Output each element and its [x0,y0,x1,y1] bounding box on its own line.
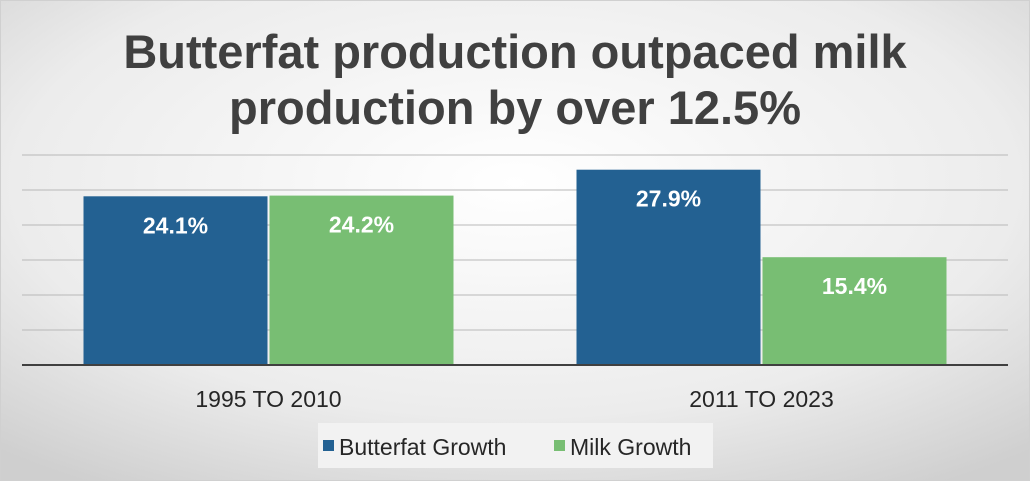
legend-label-butterfat: Butterfat Growth [339,434,506,460]
data-labels: 24.1% 24.2% 27.9% 15.4% [143,186,887,300]
x-tick-label: 2011 TO 2023 [689,386,834,412]
legend: Butterfat Growth Milk Growth [318,423,713,468]
bars [83,169,947,365]
chart-title-line-1: Butterfat production outpaced milk [123,25,907,78]
bar-milk-1 [269,195,454,365]
bar-milk-2 [762,257,947,365]
bar-butterfat-1 [83,196,268,365]
chart-title-line-2: production by over 12.5% [229,81,801,134]
legend-swatch-milk [554,440,565,451]
legend-label-milk: Milk Growth [570,434,691,460]
x-tick-label: 1995 TO 2010 [195,386,341,412]
data-label: 15.4% [822,273,887,299]
bar-butterfat-2 [576,169,761,365]
data-label: 27.9% [636,186,701,212]
legend-box [318,423,713,468]
legend-swatch-butterfat [323,440,334,451]
tick-labels: 1995 TO 2010 2011 TO 2023 [195,386,833,412]
data-label: 24.2% [329,212,394,238]
data-label: 24.1% [143,212,208,238]
